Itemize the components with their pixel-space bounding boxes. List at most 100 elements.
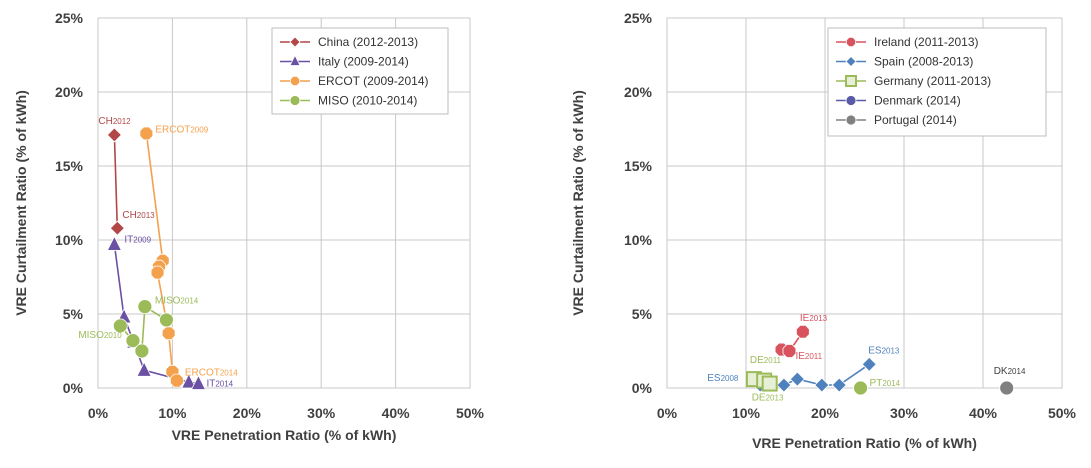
- data-point: [831, 377, 847, 393]
- y-tick-label: 10%: [624, 232, 653, 248]
- annotation-label: PT: [870, 378, 883, 389]
- data-point: [853, 380, 868, 396]
- point-annotation: PT2014: [870, 378, 901, 389]
- data-point: [796, 324, 810, 339]
- annotation-year: 2013: [766, 394, 784, 403]
- annotation-label: CH: [98, 116, 112, 127]
- data-point: [109, 220, 125, 236]
- y-tick-label: 15%: [55, 158, 84, 174]
- data-point: [112, 318, 128, 334]
- point-annotation: ES2013: [868, 345, 900, 356]
- annotation-year: 2008: [721, 374, 739, 383]
- annotation-year: 2009: [190, 125, 208, 134]
- x-tick-label: 50%: [456, 405, 485, 421]
- point-annotation: MISO2010: [78, 330, 122, 341]
- annotation-label: MISO: [155, 296, 181, 307]
- x-tick-label: 20%: [233, 405, 262, 421]
- legend-label: Spain (2008-2013): [874, 55, 973, 69]
- annotation-label: ES: [707, 373, 721, 384]
- point-annotation: DE2013: [752, 393, 784, 404]
- annotation-label: DK: [994, 366, 1008, 377]
- data-point: [136, 361, 152, 377]
- data-point: [776, 377, 792, 393]
- legend-label: ERCOT (2009-2014): [318, 74, 429, 88]
- annotation-year: 2014: [220, 369, 238, 378]
- legend-label: MISO (2010-2014): [318, 94, 417, 108]
- annotation-label: DE: [750, 355, 764, 366]
- annotation-year: 2014: [882, 379, 900, 388]
- y-tick-label: 25%: [624, 10, 653, 26]
- data-point: [139, 126, 154, 141]
- legend-marker: [289, 54, 301, 66]
- annotation-year: 2013: [137, 211, 155, 220]
- data-point: [150, 265, 165, 280]
- annotation-label: DE: [752, 393, 766, 404]
- data-point: [782, 344, 797, 358]
- annotation-year: 2011: [805, 352, 823, 361]
- point-annotation: DE2011: [750, 355, 782, 366]
- legend-label: Portugal (2014): [874, 113, 957, 127]
- series-line: [113, 134, 119, 229]
- legend-marker: [289, 95, 301, 106]
- y-axis-label: VRE Curtailment Ratio (% of kWh): [13, 90, 29, 316]
- annotation-year: 2013: [809, 314, 827, 323]
- annotation-label: IT: [124, 234, 133, 245]
- point-annotation: MISO2014: [155, 296, 199, 307]
- legend-label: Denmark (2014): [874, 94, 961, 108]
- annotation-label: IE: [800, 313, 810, 324]
- annotation-year: 2009: [133, 235, 151, 244]
- legend-marker: [289, 36, 301, 48]
- data-point: [159, 312, 174, 328]
- chart-panel-1: 0% 10% 20% 30% 40% 50% 0% 5% 10% 15% 20% 25% VRE Pen…: [13, 10, 485, 443]
- legend-marker: [289, 76, 301, 86]
- x-tick-label: 50%: [1048, 405, 1077, 421]
- point-annotation: CH2012: [98, 116, 131, 127]
- point-annotation: IT2014: [206, 379, 233, 390]
- data-point: [190, 374, 207, 390]
- x-tick-label: 30%: [307, 405, 336, 421]
- annotation-label: ES: [868, 345, 882, 356]
- annotation-label: ERCOT: [185, 368, 220, 379]
- chart-panel-2: 0% 10% 20% 30% 40% 50% 0% 5% 10% 15% 20% 25% VRE Pen…: [570, 10, 1077, 451]
- legend-label: Ireland (2011-2013): [874, 35, 979, 49]
- legend-marker: [845, 55, 857, 68]
- annotation-label: IE: [795, 351, 805, 362]
- data-point: [181, 373, 197, 389]
- data-point: [161, 326, 176, 341]
- legend-box: [827, 27, 1047, 137]
- annotation-year: 2012: [113, 117, 131, 126]
- point-annotation: DK2014: [994, 366, 1026, 377]
- annotation-label: IT: [206, 379, 215, 390]
- annotation-year: 2011: [764, 356, 782, 365]
- annotation-label: MISO: [78, 330, 104, 341]
- legend-marker: [845, 75, 857, 87]
- annotation-label: CH: [122, 210, 136, 221]
- y-tick-label: 20%: [624, 84, 653, 100]
- legend: China (2012-2013) Italy (2009-2014) ERCOT …: [271, 27, 449, 115]
- point-annotation: ERCOT2009: [155, 124, 208, 135]
- data-point: [125, 333, 141, 349]
- y-tick-label: 0%: [632, 380, 653, 396]
- legend-label: China (2012-2013): [318, 35, 418, 49]
- y-tick-label: 5%: [632, 306, 653, 322]
- point-annotation: ERCOT2014: [185, 368, 238, 379]
- x-tick-label: 20%: [811, 405, 840, 421]
- y-tick-label: 5%: [63, 306, 84, 322]
- y-axis-label: VRE Curtailment Ratio (% of kWh): [570, 90, 586, 316]
- x-tick-label: 40%: [382, 405, 411, 421]
- y-tick-label: 25%: [55, 10, 84, 26]
- x-tick-label: 10%: [158, 405, 187, 421]
- data-point: [137, 299, 153, 315]
- legend-label: Germany (2011-2013): [874, 74, 991, 88]
- data-point: [169, 373, 184, 388]
- data-point: [761, 375, 778, 392]
- data-point: [106, 235, 123, 251]
- point-annotation: CH2013: [122, 210, 155, 221]
- legend-marker: [845, 95, 857, 106]
- x-tick-label: 0%: [88, 405, 109, 421]
- annotation-year: 2014: [1008, 367, 1026, 376]
- annotation-year: 2014: [180, 297, 198, 306]
- point-annotation: IE2011: [795, 351, 822, 362]
- y-tick-label: 20%: [55, 84, 84, 100]
